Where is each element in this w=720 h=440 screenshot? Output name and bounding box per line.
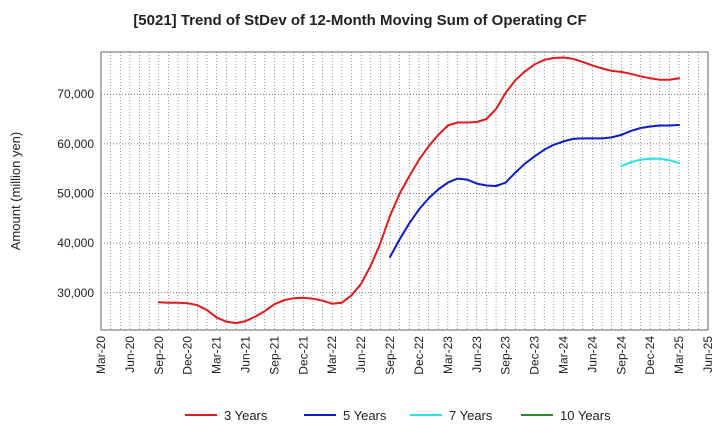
series-line-3-years xyxy=(157,56,681,325)
x-tick-label: Jun-24 xyxy=(585,336,599,373)
x-tick-label: Dec-20 xyxy=(181,336,195,375)
y-tick-label: 40,000 xyxy=(57,236,94,250)
y-tick-label: 30,000 xyxy=(57,286,94,300)
x-tick-label: Sep-20 xyxy=(152,336,166,375)
legend-entry: 3 Years xyxy=(224,408,268,423)
series-layer xyxy=(157,56,681,325)
grid-layer xyxy=(101,52,708,330)
x-tick-label: Mar-20 xyxy=(94,336,108,374)
plot-area-border xyxy=(100,51,709,331)
x-tick-label: Dec-23 xyxy=(528,336,542,375)
x-tick-label: Mar-24 xyxy=(556,336,570,374)
x-tick-label: Jun-23 xyxy=(470,336,484,373)
x-tick-label: Sep-24 xyxy=(614,336,628,375)
x-tick-label: Dec-21 xyxy=(296,336,310,375)
legend-entry: 10 Years xyxy=(560,408,611,423)
x-tick-label: Mar-23 xyxy=(441,336,455,374)
x-tick-label: Sep-22 xyxy=(383,336,397,375)
x-tick-label: Jun-22 xyxy=(354,336,368,373)
y-axis-ticks: 30,000 40,000 50,000 60,000 70,000 xyxy=(57,87,94,300)
chart-title: [5021] Trend of StDev of 12-Month Moving… xyxy=(133,12,587,29)
y-axis-label: Amount (million yen) xyxy=(8,132,23,251)
y-tick-label: 60,000 xyxy=(57,137,94,151)
y-tick-label: 70,000 xyxy=(57,87,94,101)
y-tick-label: 50,000 xyxy=(57,186,94,200)
legend-entry: 5 Years xyxy=(343,408,387,423)
legend: 3 Years 5 Years 7 Years 10 Years xyxy=(185,408,611,423)
x-axis-ticks: Mar-20 Jun-20 Sep-20 Dec-20 Mar-21 Jun-21 Sep-… xyxy=(94,336,715,375)
x-tick-label: Jun-20 xyxy=(123,336,137,373)
legend-entry: 7 Years xyxy=(449,408,493,423)
series-line-7-years xyxy=(620,157,681,168)
x-tick-label: Dec-24 xyxy=(643,336,657,375)
x-tick-label: Jun-25 xyxy=(701,336,715,373)
x-tick-label: Jun-21 xyxy=(239,336,253,373)
x-tick-label: Mar-25 xyxy=(672,336,686,374)
x-tick-label: Sep-23 xyxy=(499,336,513,375)
x-tick-label: Mar-22 xyxy=(325,336,339,374)
x-tick-label: Dec-22 xyxy=(412,336,426,375)
series-line-5-years xyxy=(389,124,681,258)
x-tick-label: Sep-21 xyxy=(267,336,281,375)
x-tick-label: Mar-21 xyxy=(210,336,224,374)
